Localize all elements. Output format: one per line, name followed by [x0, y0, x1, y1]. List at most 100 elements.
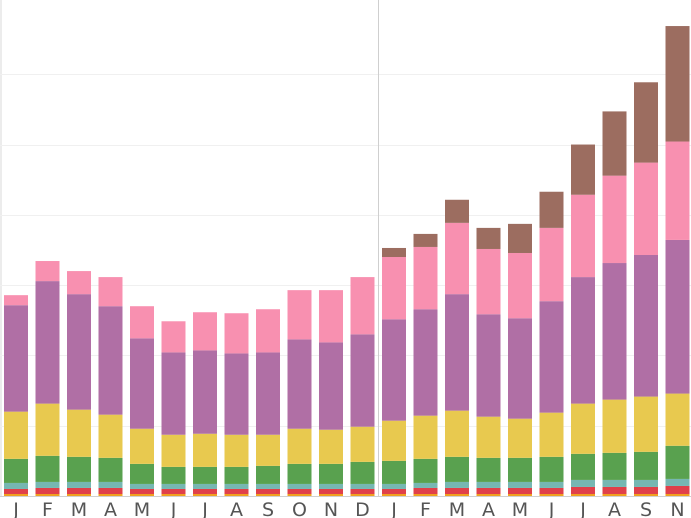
bar-series-6-3: [98, 306, 123, 415]
bar-series-5-14: [445, 410, 469, 457]
bar-series-6-13: [413, 309, 438, 416]
bar-series-2-12: [382, 488, 406, 494]
bar-series-1-7: [224, 493, 249, 496]
bar-series-2-0: [4, 488, 28, 494]
bar-series-7-5: [161, 321, 186, 353]
bar-series-3-2: [67, 481, 91, 488]
bar-series-4-11: [350, 461, 375, 484]
bar-series-3-14: [445, 481, 469, 488]
bar-series-1-14: [445, 493, 469, 496]
bar-series-7-13: [413, 246, 438, 310]
bar-series-4-5: [161, 466, 186, 484]
bar-series-1-15: [476, 493, 501, 496]
bar-series-1-6: [193, 493, 217, 496]
bar-series-4-4: [130, 463, 154, 484]
bar-series-3-10: [319, 483, 343, 489]
bar-series-1-13: [413, 493, 438, 496]
x-tick-label-11: D: [355, 499, 370, 518]
x-tick-label-13: F: [420, 499, 431, 518]
bar-series-7-17: [539, 227, 564, 302]
x-tick-label-10: N: [324, 499, 338, 518]
bar-series-2-8: [256, 488, 280, 494]
bar-series-7-8: [256, 309, 280, 353]
bar-series-4-0: [4, 458, 28, 483]
bar-series-4-10: [319, 463, 343, 484]
bar-series-2-10: [319, 488, 343, 494]
bar-series-7-12: [382, 257, 406, 320]
bar-series-3-4: [130, 483, 154, 489]
bar-series-2-3: [98, 487, 123, 494]
bar-series-6-8: [256, 352, 280, 435]
bar-series-1-12: [382, 493, 406, 496]
bar-series-8-21: [665, 26, 690, 142]
bar-series-1-3: [98, 493, 123, 496]
bar-series-5-16: [508, 418, 532, 458]
bar-series-2-5: [161, 488, 186, 494]
bar-series-6-10: [319, 342, 343, 430]
x-tick-label-3: A: [104, 499, 117, 518]
bar-series-5-21: [665, 393, 690, 446]
bar-series-8-12: [382, 247, 406, 258]
bar-series-6-2: [67, 294, 91, 410]
bar-series-6-20: [634, 255, 658, 397]
bar-series-2-13: [413, 487, 438, 494]
x-tick-label-6: J: [201, 499, 208, 518]
x-tick-label-15: A: [482, 499, 495, 518]
x-tick-label-20: S: [640, 499, 652, 518]
bar-series-5-0: [4, 411, 28, 459]
bar-series-4-6: [193, 466, 217, 484]
bar-series-5-8: [256, 434, 280, 466]
bar-series-4-3: [98, 457, 123, 482]
bar-series-6-15: [476, 314, 501, 417]
bar-series-7-2: [67, 271, 91, 295]
bar-stacks: [4, 26, 690, 496]
bar-series-5-4: [130, 428, 154, 464]
bar-series-4-19: [602, 452, 627, 480]
bar-series-2-6: [193, 488, 217, 494]
bar-series-5-6: [193, 433, 217, 467]
bar-series-3-21: [665, 478, 690, 486]
bar-series-5-13: [413, 415, 438, 459]
bar-series-6-11: [350, 334, 375, 427]
bar-series-7-1: [35, 261, 60, 282]
bar-series-3-13: [413, 482, 438, 488]
x-tick-label-16: M: [512, 499, 528, 518]
bar-series-6-18: [571, 277, 595, 404]
bar-series-5-7: [224, 434, 249, 467]
bar-series-4-20: [634, 451, 658, 480]
bar-series-7-18: [571, 194, 595, 278]
bar-series-3-3: [98, 481, 123, 488]
x-tick-label-9: O: [292, 499, 307, 518]
x-tick-label-18: J: [579, 499, 586, 518]
bar-series-6-4: [130, 338, 154, 429]
bar-series-2-18: [571, 486, 595, 494]
bar-series-4-9: [287, 463, 312, 484]
bar-series-3-7: [224, 483, 249, 489]
bar-series-3-6: [193, 483, 217, 489]
bar-series-5-15: [476, 416, 501, 458]
bar-series-2-4: [130, 488, 154, 494]
x-tick-label-21: N: [670, 499, 684, 518]
bar-series-6-0: [4, 305, 28, 412]
bar-series-2-15: [476, 487, 501, 494]
bar-series-6-16: [508, 318, 532, 419]
bar-series-5-5: [161, 434, 186, 467]
bar-series-6-19: [602, 263, 627, 400]
bar-series-1-0: [4, 493, 28, 496]
bar-series-4-17: [539, 456, 564, 482]
bar-series-8-15: [476, 227, 501, 249]
bar-series-3-8: [256, 483, 280, 489]
bar-series-6-9: [287, 339, 312, 429]
bar-series-7-21: [665, 141, 690, 240]
bar-series-2-21: [665, 485, 690, 494]
bar-series-8-19: [602, 111, 627, 176]
bar-series-1-2: [67, 493, 91, 496]
bar-series-2-7: [224, 488, 249, 494]
bar-series-4-2: [67, 456, 91, 482]
bar-series-5-18: [571, 403, 595, 454]
bar-series-2-20: [634, 486, 658, 494]
bar-series-6-12: [382, 319, 406, 421]
bar-series-7-10: [319, 290, 343, 343]
bar-series-5-20: [634, 396, 658, 452]
